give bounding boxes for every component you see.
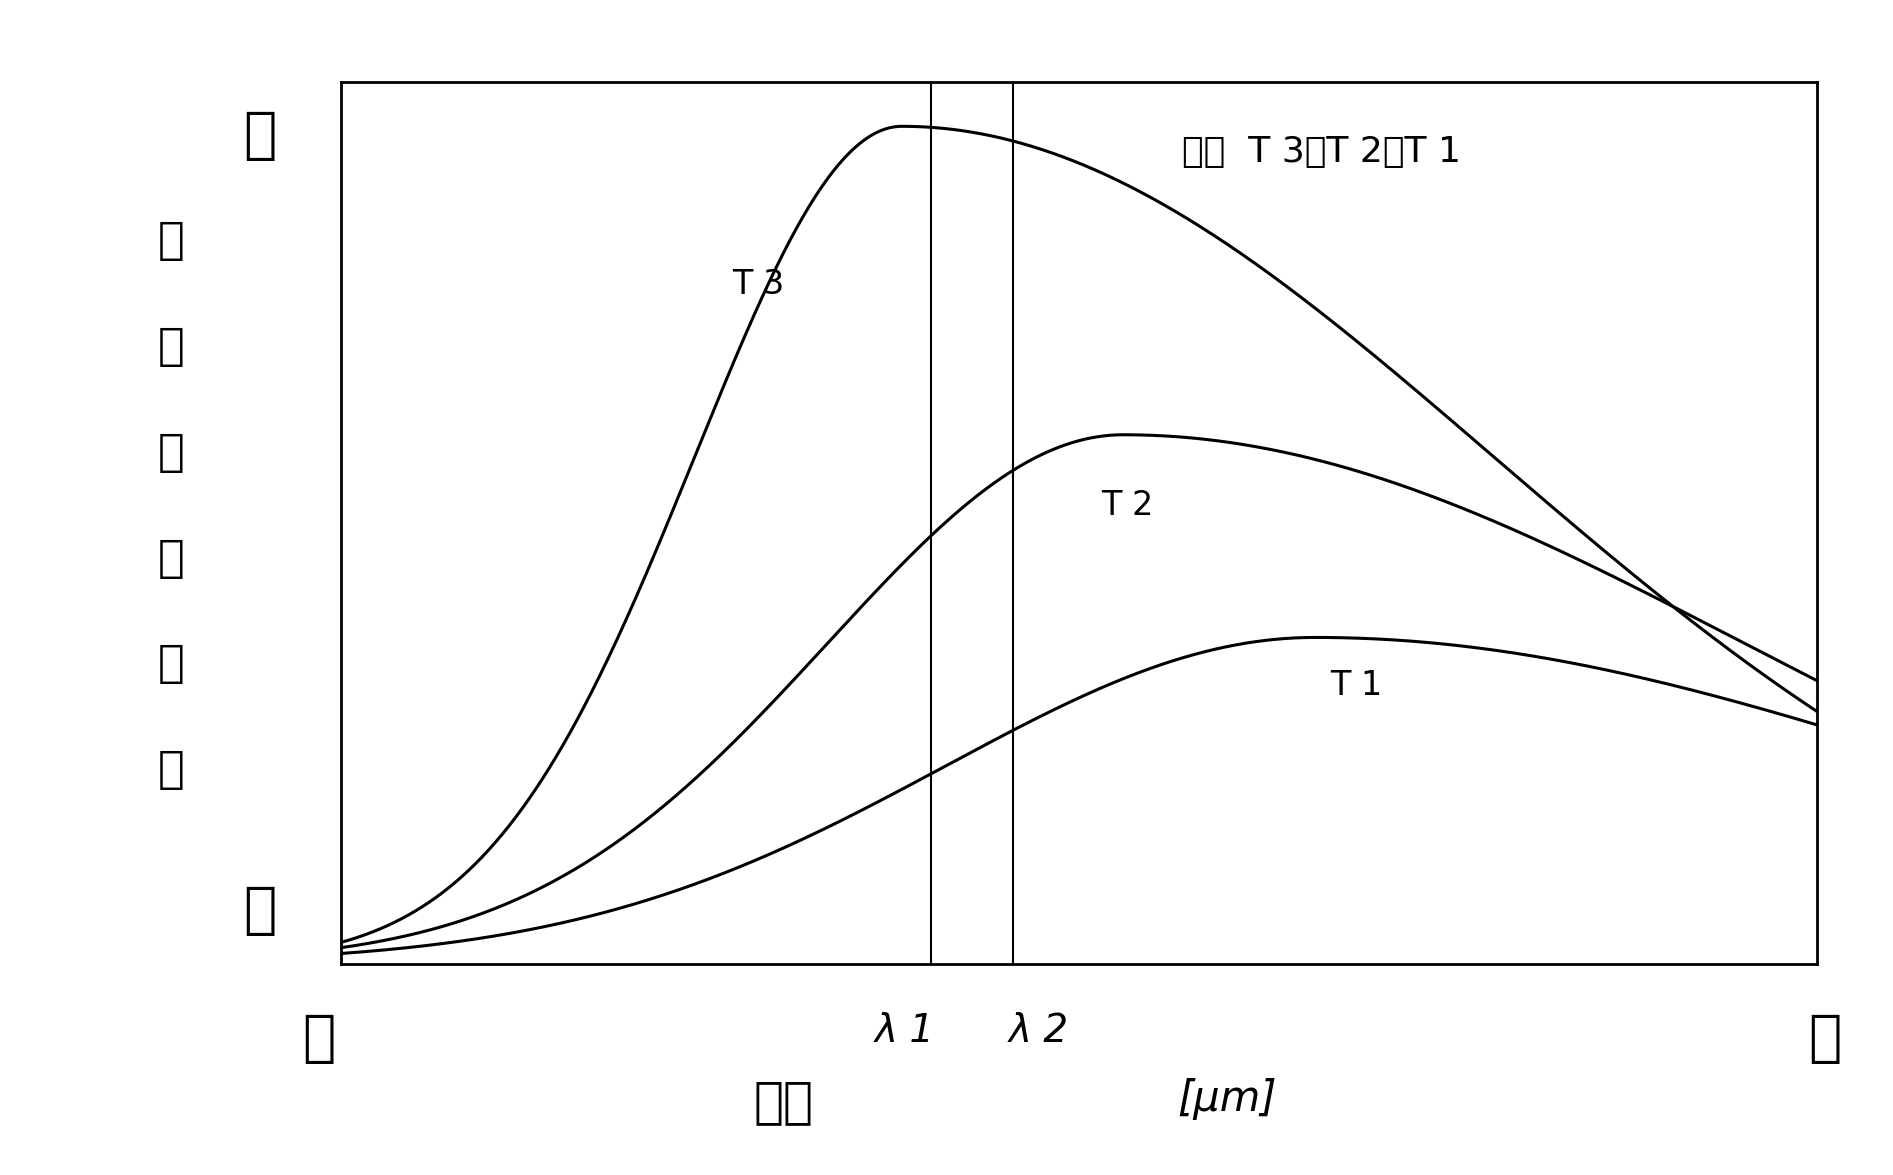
Text: 的: 的: [157, 537, 184, 579]
Text: λ 1: λ 1: [875, 1012, 935, 1050]
Text: 低: 低: [303, 1012, 335, 1066]
Text: 强: 强: [157, 643, 184, 685]
Text: 强: 强: [242, 109, 276, 162]
Text: 辐: 辐: [157, 325, 184, 368]
Text: 射: 射: [157, 431, 184, 474]
Text: [μm]: [μm]: [1177, 1079, 1276, 1120]
Text: 波长: 波长: [753, 1079, 814, 1126]
Text: 温度  T 3＞T 2＞T 1: 温度 T 3＞T 2＞T 1: [1183, 135, 1461, 169]
Text: T 1: T 1: [1331, 670, 1382, 703]
Text: λ 2: λ 2: [1009, 1012, 1070, 1050]
Text: 度: 度: [157, 748, 184, 791]
Text: 热: 热: [157, 220, 184, 262]
Text: 高: 高: [1808, 1012, 1842, 1066]
Text: T 2: T 2: [1102, 489, 1153, 522]
Text: T 3: T 3: [733, 268, 784, 302]
Text: 弱: 弱: [242, 884, 276, 938]
